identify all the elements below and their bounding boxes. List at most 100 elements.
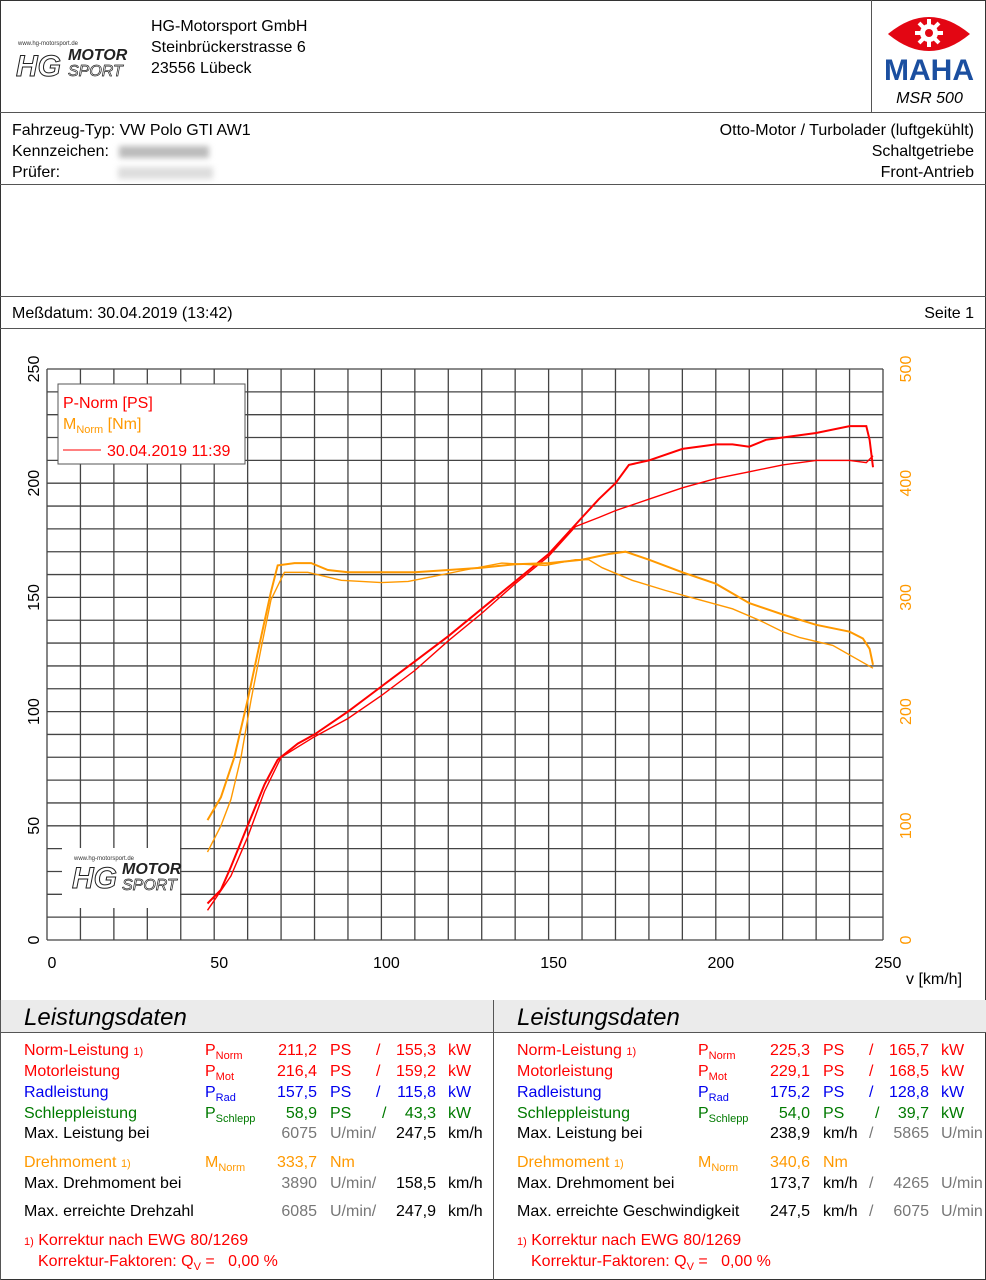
row-separator: / — [376, 1042, 381, 1059]
y-right-tick-label: 100 — [898, 812, 915, 839]
x-tick-label: 50 — [210, 955, 228, 972]
row-unit-2: kW — [448, 1105, 472, 1122]
row-symbol: PSchlepp — [205, 1105, 256, 1125]
company-name: HG-Motorsport GmbH — [151, 18, 308, 35]
row-label: Max. Drehmoment bei — [24, 1175, 182, 1192]
row-unit-2: kW — [941, 1084, 965, 1101]
row-value-2: 5865 — [893, 1125, 929, 1142]
y-left-tick-label: 250 — [26, 356, 43, 383]
row-value-1: 175,2 — [769, 1084, 810, 1101]
row-value-1: 229,1 — [769, 1063, 810, 1080]
row-label: Motorleistung — [24, 1063, 121, 1080]
row-value-1: 54,0 — [778, 1105, 810, 1122]
row-value-1: 6075 — [281, 1125, 317, 1142]
row-separator: / — [869, 1063, 874, 1080]
row-value-2: 247,9 — [395, 1203, 436, 1220]
vehicle-type-label: Fahrzeug-Typ: — [12, 122, 116, 139]
row-unit-2: kW — [941, 1105, 965, 1122]
row-unit-1: PS — [330, 1063, 352, 1080]
row-label: Max. Leistung bei — [24, 1125, 150, 1142]
row-unit-1: PS — [330, 1042, 352, 1059]
row-unit-2: km/h — [448, 1125, 483, 1142]
row-value-2: 158,5 — [395, 1175, 436, 1192]
row-symbol: PMot — [205, 1063, 235, 1083]
row-value-2: 155,3 — [395, 1042, 436, 1059]
row-unit-1: PS — [330, 1105, 352, 1122]
row-label: Norm-Leistung 1) — [517, 1042, 637, 1059]
svg-text:www.hg-motorsport.de: www.hg-motorsport.de — [73, 856, 135, 862]
svg-text:SPORT: SPORT — [122, 877, 178, 894]
row-value-2: 39,7 — [897, 1105, 929, 1122]
tick-labels: 0 50 100 150 200 250 0 50 100 150 200 250 0 100 200 300… — [26, 356, 915, 972]
legend-power: P-Norm [PS] — [63, 395, 153, 412]
row-label: Motorleistung — [517, 1063, 614, 1080]
correction-note: 1) Korrektur nach EWG 80/1269 — [517, 1232, 742, 1249]
row-value-2: 115,8 — [397, 1084, 436, 1101]
company-city: 23556 Lübeck — [151, 60, 252, 77]
maha-box: MAHA MSR 500 — [871, 0, 986, 112]
row-value-2: 165,7 — [888, 1042, 929, 1059]
row-separator: / — [869, 1084, 874, 1101]
hg-motorsport-logo: www.hg-motorsport.de HG MOTOR SPORT — [16, 41, 128, 80]
measurement-date: Meßdatum: 30.04.2019 (13:42) — [12, 305, 233, 322]
company-street: Steinbrückerstrasse 6 — [151, 39, 306, 56]
row-value-2: 4265 — [893, 1175, 929, 1192]
row-symbol: PRad — [698, 1084, 729, 1104]
row-value-1: 333,7 — [276, 1154, 317, 1171]
row-unit-2: km/h — [448, 1175, 483, 1192]
svg-text:SPORT: SPORT — [68, 63, 124, 80]
row-unit-1: U/min/ — [330, 1203, 377, 1220]
y-left-tick-label: 150 — [26, 584, 43, 611]
x-axis-label: v [km/h] — [906, 971, 962, 988]
right-performance-panel: Leistungsdaten Norm-Leistung 1) PNorm 225,3… — [493, 1000, 986, 1280]
row-unit-1: Nm — [823, 1154, 848, 1171]
x-tick-label: 100 — [373, 955, 400, 972]
row-unit-1: Nm — [330, 1154, 355, 1171]
examiner-redacted — [118, 166, 214, 179]
grid — [46, 368, 884, 941]
row-unit-2: kW — [448, 1042, 472, 1059]
row-unit-1: PS — [823, 1063, 845, 1080]
row-value-1: 173,7 — [769, 1175, 810, 1192]
row-value-1: 216,4 — [276, 1063, 317, 1080]
x-tick-label: 200 — [707, 955, 734, 972]
row-value-1: 238,9 — [769, 1125, 810, 1142]
panel-title: Leistungsdaten — [1, 1000, 493, 1033]
row-unit-2: km/h — [448, 1203, 483, 1220]
drive-type: Front-Antrieb — [880, 164, 974, 181]
row-unit-1: PS — [823, 1042, 845, 1059]
svg-text:HG: HG — [16, 50, 61, 80]
y-left-tick-label: 200 — [26, 470, 43, 497]
row-unit-1: U/min/ — [330, 1175, 377, 1192]
plate-redacted — [119, 145, 210, 158]
row-label: Schleppleistung — [517, 1105, 630, 1122]
row-value-1: 340,6 — [769, 1154, 810, 1171]
row-separator: / — [869, 1175, 874, 1192]
row-label: Max. erreichte Drehzahl — [24, 1203, 194, 1220]
curves — [206, 425, 874, 911]
row-unit-1: PS — [330, 1084, 352, 1101]
row-unit-1: U/min/ — [330, 1125, 377, 1142]
row-symbol: PNorm — [205, 1042, 243, 1062]
row-unit-1: PS — [823, 1084, 845, 1101]
row-value-1: 225,3 — [769, 1042, 810, 1059]
row-value-1: 58,9 — [285, 1105, 317, 1122]
vehicle-type-value: VW Polo GTI AW1 — [119, 122, 251, 139]
row-unit-2: U/min — [941, 1203, 983, 1220]
row-separator: / — [869, 1203, 874, 1220]
row-unit-2: kW — [941, 1042, 965, 1059]
x-tick-label: 150 — [540, 955, 567, 972]
left-performance-panel: Leistungsdaten Norm-Leistung 1) PNorm 211,2… — [0, 1000, 493, 1280]
y-left-tick-label: 0 — [26, 935, 43, 944]
gearbox-type: Schaltgetriebe — [871, 143, 974, 160]
row-label: Norm-Leistung 1) — [24, 1042, 144, 1059]
row-label: Radleistung — [24, 1084, 109, 1101]
svg-text:MOTOR: MOTOR — [68, 47, 128, 64]
row-separator: / — [382, 1105, 387, 1122]
correction-note: 1) Korrektur nach EWG 80/1269 — [24, 1232, 249, 1249]
row-value-2: 168,5 — [888, 1063, 929, 1080]
row-label: Max. Drehmoment bei — [517, 1175, 675, 1192]
svg-text:HG: HG — [72, 862, 117, 895]
row-value-1: 3890 — [281, 1175, 317, 1192]
row-unit-2: U/min — [941, 1175, 983, 1192]
